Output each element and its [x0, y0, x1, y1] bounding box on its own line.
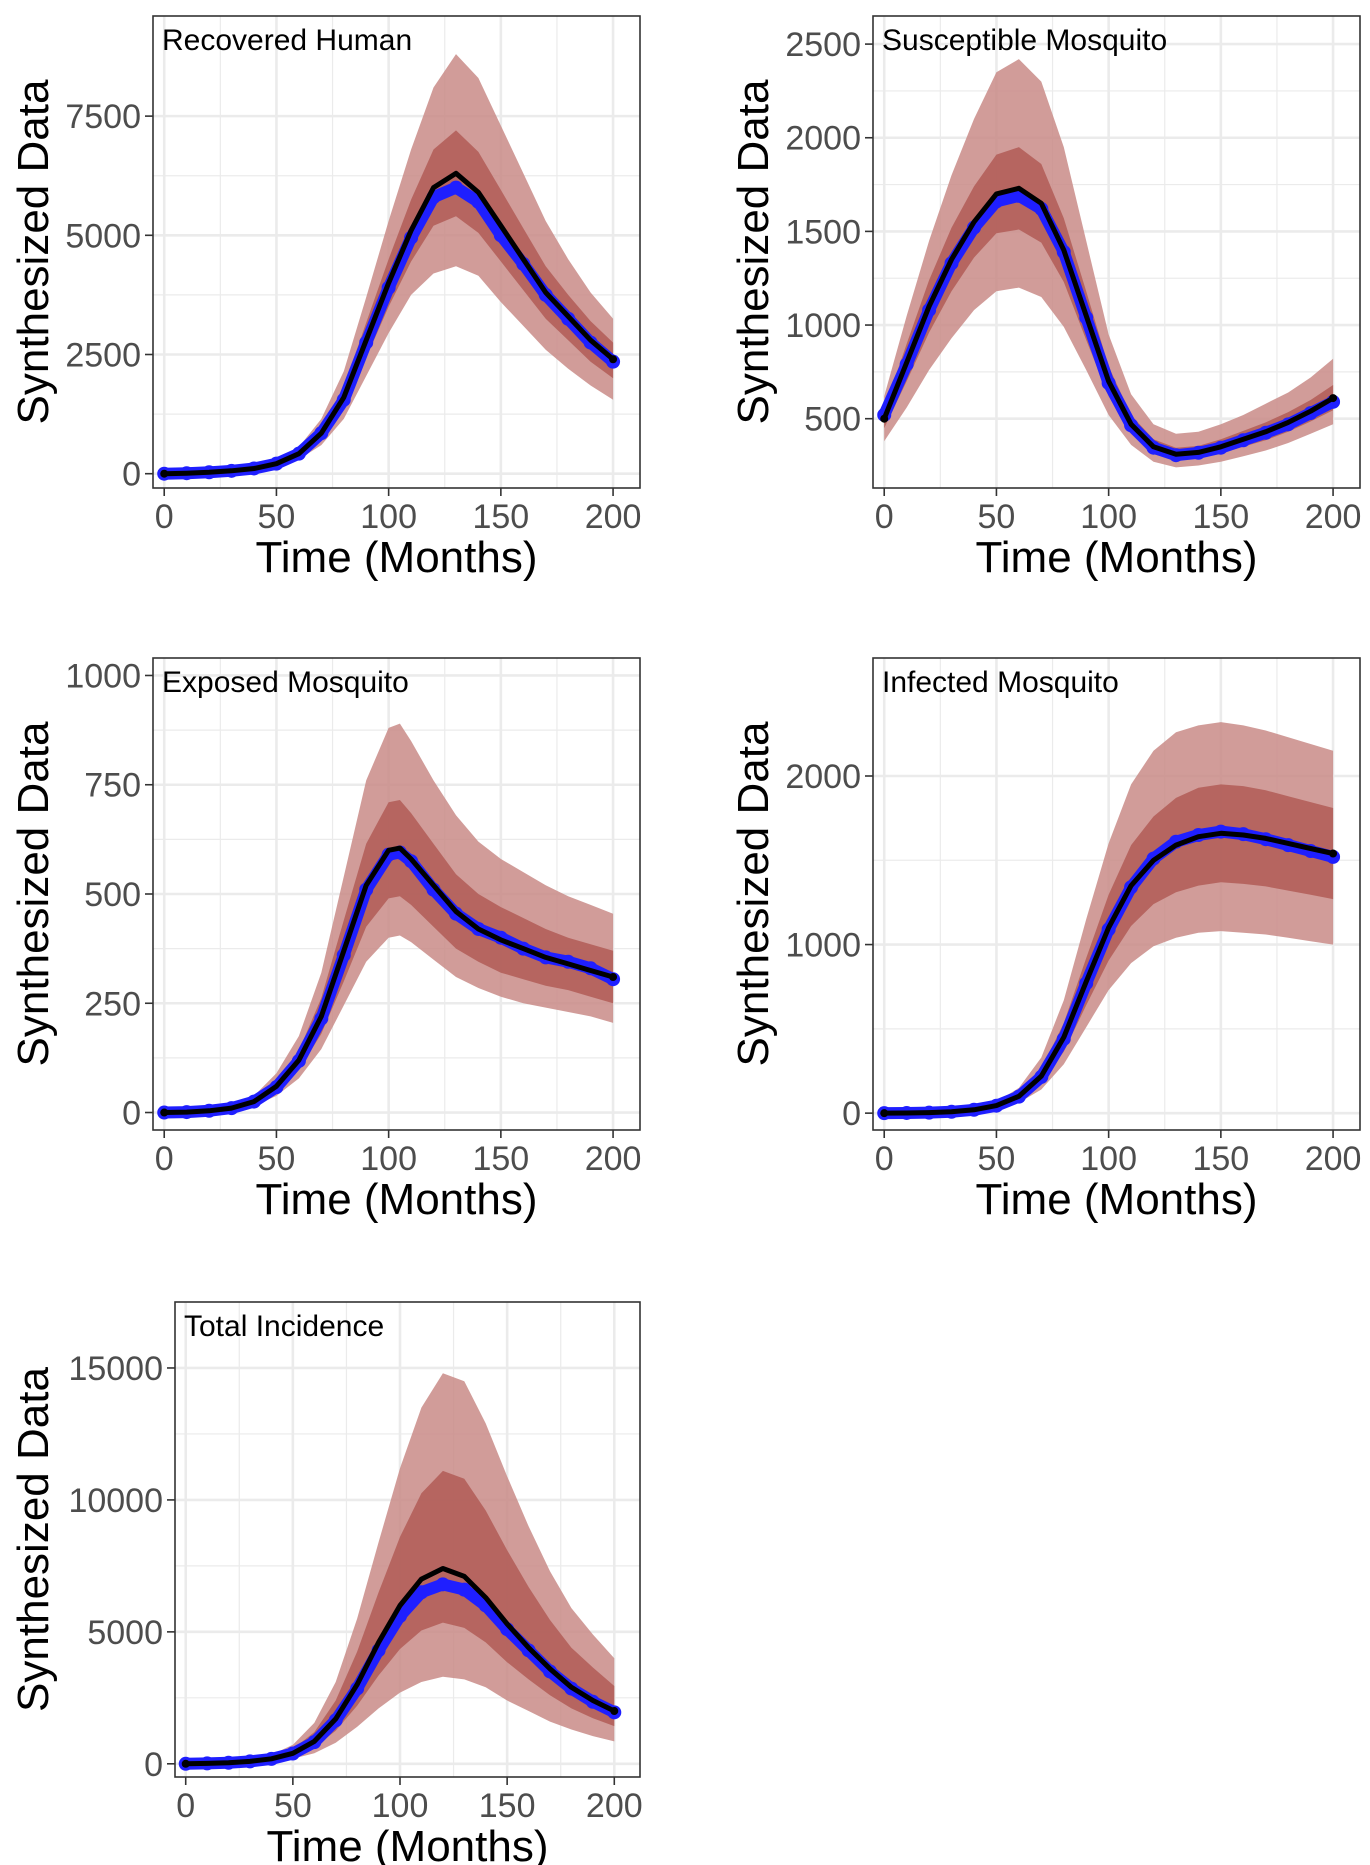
fit-series-line [161, 170, 616, 477]
fit-start-point [181, 1759, 190, 1768]
fit-series-line [183, 1566, 617, 1767]
x-tick-label: 100 [1080, 1140, 1137, 1178]
x-tick-label: 0 [155, 1140, 174, 1178]
y-tick-label: 15000 [68, 1350, 163, 1388]
x-axis-title: Time (Months) [976, 1175, 1258, 1224]
y-tick-label: 1000 [65, 657, 141, 695]
uncertainty-band-inner [884, 147, 1334, 460]
fit-series-line [881, 185, 1336, 457]
fit-end-point [1329, 849, 1338, 858]
y-tick-label: 1000 [785, 307, 861, 345]
x-tick-label: 150 [472, 498, 529, 536]
y-tick-label: 5000 [87, 1614, 163, 1652]
x-tick-label: 200 [585, 498, 642, 536]
x-tick-label: 150 [1192, 498, 1249, 536]
x-tick-label: 50 [978, 498, 1016, 536]
y-tick-label: 2500 [65, 337, 141, 375]
x-tick-label: 0 [875, 498, 894, 536]
panel-title-infected-mosquito: Infected Mosquito [882, 666, 1119, 699]
x-tick-label: 150 [1192, 1140, 1249, 1178]
x-tick-label: 100 [372, 1787, 429, 1825]
panel-border [174, 1301, 641, 1778]
x-tick-label: 0 [875, 1140, 894, 1178]
fit-series-line [881, 830, 1336, 1116]
y-tick-label: 7500 [65, 98, 141, 136]
panel-exposed-mosquito: 0 50 100 150 200 0 250 500 750 1000 Exposed Mosqui… [9, 657, 641, 1224]
uncertainty-band-outer [164, 723, 614, 1113]
y-axis-title: Synthesized Data [729, 721, 778, 1066]
x-tick-label: 50 [978, 1140, 1016, 1178]
panel-border [872, 15, 1361, 489]
x-tick-label: 0 [155, 498, 174, 536]
panel-title-recovered-human: Recovered Human [162, 24, 412, 57]
panel-title-exposed-mosquito: Exposed Mosquito [162, 666, 409, 699]
fit-end-point [1329, 394, 1338, 403]
fit-end-point [610, 1707, 619, 1716]
x-tick-label: 50 [274, 1787, 312, 1825]
fit-start-point [160, 469, 169, 478]
panel-border [152, 15, 641, 489]
y-tick-label: 250 [84, 985, 141, 1023]
y-tick-label: 0 [842, 1095, 861, 1133]
x-tick-label: 150 [479, 1787, 536, 1825]
panel-title-susceptible-mosquito: Susceptible Mosquito [882, 24, 1167, 57]
panel-total-incidence: 0 50 100 150 200 0 5000 10000 15000 Total Inciden… [9, 1301, 643, 1865]
x-axis-title: Time (Months) [976, 533, 1258, 582]
panel-recovered-human: 0 50 100 150 200 0 2500 5000 7500 Recovered Human… [9, 15, 642, 582]
y-axis-title: Synthesized Data [9, 721, 58, 1066]
x-tick-label: 100 [360, 498, 417, 536]
y-tick-label: 2000 [785, 758, 861, 796]
y-tick-label: 1500 [785, 213, 861, 251]
panel-border [872, 657, 1361, 1131]
fit-start-point [880, 414, 889, 423]
x-axis-title: Time (Months) [267, 1822, 549, 1865]
x-tick-label: 200 [1305, 1140, 1362, 1178]
fit-end-point [609, 973, 618, 982]
x-tick-label: 200 [585, 1140, 642, 1178]
y-tick-label: 750 [84, 767, 141, 805]
fit-start-point [160, 1108, 169, 1117]
y-tick-label: 10000 [68, 1482, 163, 1520]
y-tick-label: 0 [122, 456, 141, 494]
y-axis-title: Synthesized Data [9, 1367, 58, 1712]
y-tick-label: 1000 [785, 927, 861, 965]
x-axis-title: Time (Months) [256, 1175, 538, 1224]
y-tick-label: 0 [144, 1746, 163, 1784]
y-tick-label: 500 [84, 876, 141, 914]
x-tick-label: 150 [472, 1140, 529, 1178]
fit-series-line [161, 845, 616, 1115]
uncertainty-band-inner [884, 784, 1334, 1114]
x-tick-label: 50 [258, 1140, 296, 1178]
fit-start-point [880, 1109, 889, 1118]
y-axis-title: Synthesized Data [9, 79, 58, 424]
y-tick-label: 2000 [785, 120, 861, 158]
fit-end-point [609, 355, 618, 364]
x-tick-label: 100 [1080, 498, 1137, 536]
x-tick-label: 200 [1305, 498, 1362, 536]
panel-susceptible-mosquito: 0 50 100 150 200 500 1000 1500 2000 2500 Susceptib… [729, 15, 1362, 582]
x-tick-label: 0 [176, 1787, 195, 1825]
y-tick-label: 2500 [785, 26, 861, 64]
y-tick-label: 500 [804, 401, 861, 439]
x-tick-label: 50 [258, 498, 296, 536]
x-axis-title: Time (Months) [256, 533, 538, 582]
x-tick-label: 100 [360, 1140, 417, 1178]
x-tick-label: 200 [586, 1787, 643, 1825]
y-axis-title: Synthesized Data [729, 79, 778, 424]
y-tick-label: 5000 [65, 217, 141, 255]
y-tick-label: 0 [122, 1095, 141, 1133]
panel-title-total-incidence: Total Incidence [184, 1310, 384, 1343]
